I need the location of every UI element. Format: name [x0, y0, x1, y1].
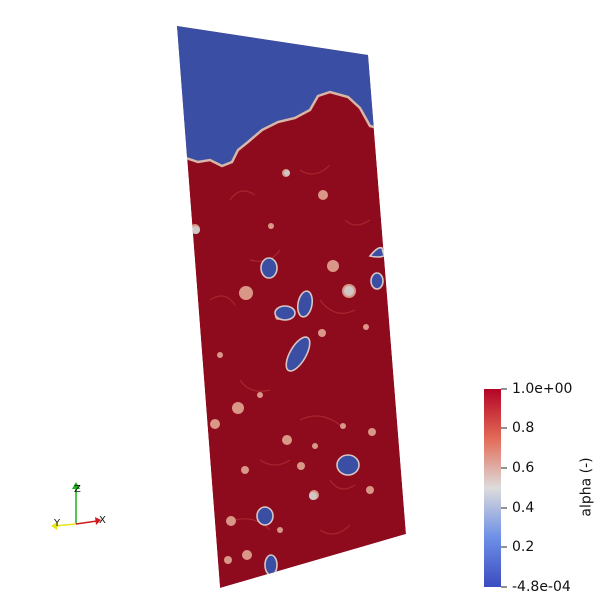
orientation-axes: Z X Y: [51, 482, 106, 530]
color-legend: [484, 388, 507, 588]
simulation-slab: [177, 26, 406, 588]
z-axis-arrow: [72, 482, 80, 489]
y-axis-line: [54, 523, 77, 527]
x-axis-arrow: [95, 517, 101, 525]
colorbar-tick-label: 0.4: [512, 500, 535, 516]
z-axis-label: Z: [74, 484, 81, 495]
colorbar-tick-label: -4.8e-04: [512, 579, 571, 595]
gas-region: [177, 26, 380, 168]
y-axis-label: Y: [53, 518, 61, 529]
grey-droplets: [192, 170, 354, 500]
gas-bubbles: [256, 246, 385, 576]
colorbar-tick-label: 0.8: [512, 420, 535, 436]
colorbar-tick-label: 0.6: [512, 460, 535, 476]
colorbar-title: alpha (-): [578, 457, 595, 517]
colorbar-tick-label: 1.0e+00: [512, 381, 573, 397]
colorbar-tick-label: 0.2: [512, 539, 535, 555]
y-axis-arrow: [51, 522, 57, 530]
colorbar-ticks: [501, 388, 507, 588]
colorbar-gradient: [484, 389, 501, 587]
x-axis-label: X: [99, 515, 106, 526]
interface-streaks: [209, 164, 371, 535]
x-axis-line: [75, 520, 98, 525]
